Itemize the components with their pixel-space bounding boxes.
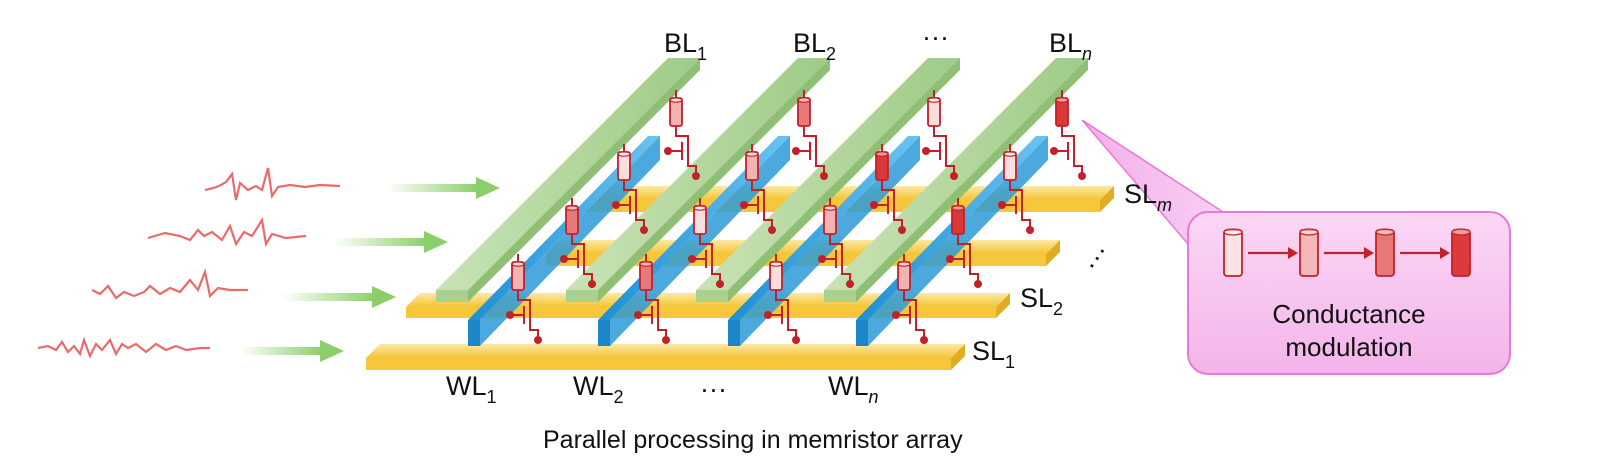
memristor-icon [823,198,837,235]
memristor-cells [506,90,1086,344]
callout-text-line2: modulation [1285,332,1412,362]
word-line-label-2: WL2 [573,371,624,407]
memristor-icon [511,254,525,291]
conductance-sequence [1223,228,1471,277]
conductance-arrow-icon [1324,247,1374,259]
memristor-cell [818,198,854,288]
source-line-ellipsis: ··· [1076,238,1116,277]
memristor-cell [892,254,928,344]
memristor-icon [1299,228,1319,277]
memristor-cell [792,90,828,180]
transistor-icon [870,180,906,234]
memristor-icon [1375,228,1395,277]
bit-line [436,58,700,302]
memristor-cell [612,144,648,234]
source-line-label-1: SL1 [972,336,1015,372]
input-signals [37,167,341,359]
transistor-icon [740,180,776,234]
memristor-icon [1003,144,1017,181]
memristor-cell [1050,90,1086,180]
transistor-icon [506,290,542,344]
transistor-icon [664,126,700,180]
conductance-arrow-icon [1400,247,1450,259]
transistor-icon [818,234,854,288]
word-line-label-1: WL1 [446,371,497,407]
transistor-icon [1050,126,1086,180]
memristor-icon [1223,228,1243,277]
bit-line-labels: BL1 BL2 ··· BLn [664,22,1092,64]
transistor-icon [612,180,648,234]
diagram-caption: Parallel processing in memristor array [543,426,963,454]
input-arrow [386,177,500,199]
memristor-cell [998,144,1034,234]
transistor-icon [998,180,1034,234]
source-line [366,344,965,370]
transistor-icon [892,290,928,344]
memristor-icon [897,254,911,291]
memristor-cell [688,198,724,288]
input-arrows [240,177,500,362]
input-signal-waveform [147,216,307,248]
memristor-cell [764,254,800,344]
memristor-icon [769,254,783,291]
input-arrow [282,286,396,308]
transistor-icon [922,126,958,180]
memristor-icon [1451,228,1471,277]
source-line-label-m: SLm [1124,179,1172,215]
word-line-ellipsis: ··· [700,374,727,404]
memristor-cell [506,254,542,344]
memristor-cell [664,90,700,180]
memristor-icon [565,198,579,235]
transistor-icon [560,234,596,288]
memristor-cell [634,254,670,344]
memristor-cell [560,198,596,288]
input-signal-waveform [37,336,210,359]
callout-text-line1: Conductance [1272,299,1425,329]
source-line-labels: SLm ··· SL2 SL1 [972,179,1172,372]
bit-line-label-n: BLn [1049,28,1092,64]
word-line-labels: WL1 WL2 ··· WLn [446,371,879,407]
input-signal-waveform [204,167,341,201]
memristor-cell [922,90,958,180]
transistor-icon [946,234,982,288]
source-line-label-2: SL2 [1020,283,1063,319]
bit-line-label-2: BL2 [793,28,836,64]
memristor-cell [946,198,982,288]
bit-line-ellipsis: ··· [922,22,949,52]
bit-line [696,58,960,302]
word-line-label-n: WLn [828,371,879,407]
transistor-icon [792,126,828,180]
input-arrow [240,340,344,362]
conductance-arrow-icon [1248,247,1298,259]
input-arrow [334,231,448,253]
memristor-cell [740,144,776,234]
transistor-icon [688,234,724,288]
transistor-icon [634,290,670,344]
memristor-cell [870,144,906,234]
input-signal-waveform [91,268,248,300]
conductance-callout: Conductance modulation [1187,211,1511,375]
bit-line-label-1: BL1 [664,28,707,64]
transistor-icon [764,290,800,344]
